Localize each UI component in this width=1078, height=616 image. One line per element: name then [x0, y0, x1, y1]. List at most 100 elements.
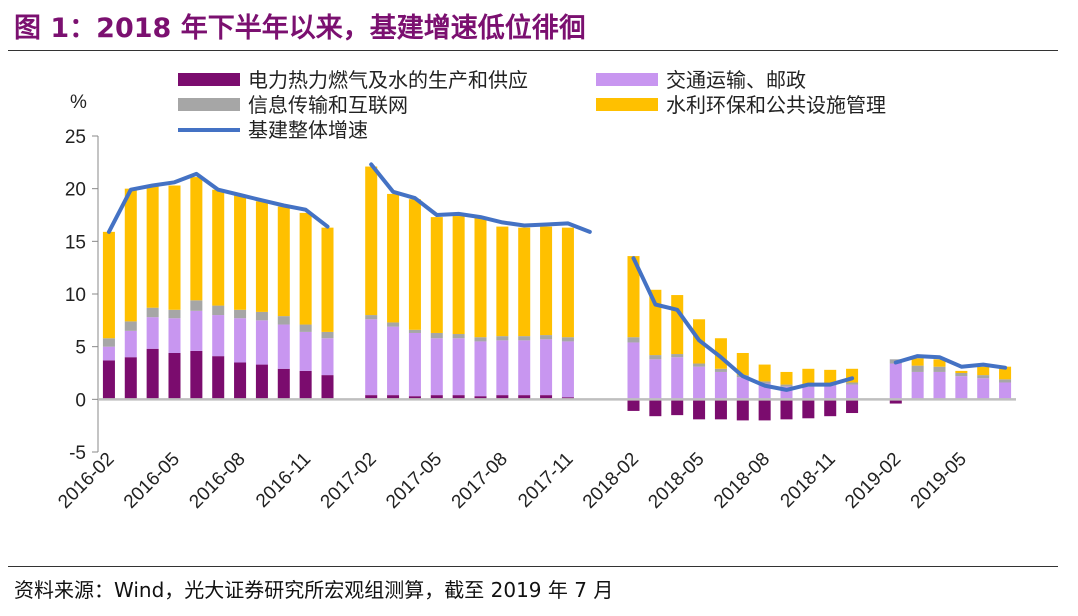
- y-tick-label: 25: [65, 127, 86, 148]
- bar-2019-06-s1: [977, 378, 990, 400]
- bar-2018-06-s2: [714, 368, 727, 372]
- bar-2016-03-s0: [124, 357, 137, 400]
- bar-2017-08-s3: [496, 226, 509, 337]
- bar-2017-07-s2: [474, 337, 487, 342]
- bar-2016-02-s0: [102, 360, 115, 400]
- y-tick-label: 10: [65, 285, 86, 306]
- line-series: [106, 162, 1008, 392]
- bar-2018-06-s0: [714, 399, 727, 420]
- bar-2016-10-s0: [277, 368, 290, 400]
- x-tick-label: 2017-11: [514, 449, 577, 512]
- bar-2018-04-s1: [671, 357, 684, 400]
- bar-2018-12-s2: [846, 382, 859, 385]
- x-tick-label: 2019-05: [907, 449, 971, 513]
- bar-2019-02-s1: [889, 363, 902, 400]
- bar-2019-07-s3: [999, 366, 1012, 380]
- bar-2019-06-s2: [977, 375, 990, 379]
- y-tick-label: 20: [65, 180, 86, 201]
- bar-2018-05-s1: [693, 366, 706, 400]
- bar-2018-05-s2: [693, 363, 706, 367]
- bar-2017-05-s1: [430, 338, 443, 396]
- bar-2019-04-s1: [933, 371, 946, 400]
- bar-2016-02-s2: [102, 338, 115, 347]
- legend-item-4: 水利环保和公共设施管理: [596, 93, 886, 117]
- y-tick-label: 5: [75, 338, 86, 359]
- top-rule: [8, 50, 1058, 51]
- chart-title: 图 1：2018 年下半年以来，基建增速低位徘徊: [14, 13, 586, 44]
- bar-2016-06-s1: [190, 310, 203, 351]
- bar-2017-09-s3: [518, 227, 531, 337]
- bar-2019-07-s2: [999, 379, 1012, 383]
- bar-2017-06-s1: [452, 338, 465, 396]
- bar-2017-07-s3: [474, 217, 487, 338]
- bar-2019-06-s3: [977, 366, 990, 376]
- legend-label: 信息传输和互联网: [248, 93, 408, 117]
- bar-2017-07-s0: [474, 396, 487, 400]
- bar-2016-09-s2: [255, 311, 268, 321]
- bar-2016-04-s3: [146, 186, 159, 308]
- x-tick-label: 2018-08: [710, 449, 774, 513]
- bar-2016-11-s2: [299, 324, 312, 332]
- bar-2018-11-s3: [824, 369, 837, 384]
- bar-2018-08-s2: [758, 381, 771, 384]
- bar-2016-11-s3: [299, 212, 312, 325]
- legend-label: 交通运输、邮政: [666, 68, 806, 92]
- bar-2018-10-s0: [802, 399, 815, 419]
- bar-2019-03-s2: [911, 365, 924, 372]
- bar-2019-02-s0: [889, 399, 902, 404]
- bar-2018-07-s1: [736, 377, 749, 400]
- bar-2017-05-s0: [430, 395, 443, 400]
- legend-item-3: 交通运输、邮政: [596, 68, 806, 92]
- bar-2018-04-s0: [671, 399, 684, 416]
- bar-2016-08-s3: [234, 194, 247, 310]
- bar-2017-09-s2: [518, 336, 531, 341]
- bar-2017-05-s3: [430, 217, 443, 333]
- bar-2018-02-s3: [627, 256, 640, 338]
- bar-2018-03-s2: [649, 355, 662, 360]
- bar-2016-12-s3: [321, 227, 334, 332]
- bar-2017-03-s1: [387, 326, 400, 396]
- bar-2017-02-s2: [365, 315, 378, 320]
- bar-2016-08-s1: [234, 318, 247, 363]
- bar-2017-04-s0: [408, 396, 421, 400]
- bar-2016-07-s0: [212, 356, 225, 400]
- bar-2016-03-s1: [124, 330, 137, 358]
- bar-2016-10-s2: [277, 316, 290, 325]
- x-tick-label: 2017-05: [382, 449, 446, 513]
- y-tick-label: 15: [65, 232, 86, 253]
- y-tick-label: -5: [69, 443, 86, 464]
- bar-2017-02-s0: [365, 395, 378, 400]
- bar-2017-07-s1: [474, 341, 487, 397]
- bar-2018-04-s3: [671, 295, 684, 355]
- y-tick-label: 0: [75, 390, 86, 411]
- bar-2016-09-s3: [255, 201, 268, 312]
- bar-2016-05-s3: [168, 185, 181, 310]
- bar-2016-03-s2: [124, 321, 137, 331]
- bar-2016-06-s2: [190, 300, 203, 311]
- legend-swatch: [178, 98, 240, 111]
- bar-2017-04-s1: [408, 332, 421, 397]
- bar-2016-12-s0: [321, 375, 334, 400]
- bar-2018-05-s0: [693, 399, 706, 420]
- bar-2016-07-s2: [212, 305, 225, 316]
- legend-swatch: [178, 73, 240, 86]
- bar-2016-12-s2: [321, 331, 334, 339]
- source-note: 资料来源：Wind，光大证券研究所宏观组测算，截至 2019 年 7 月: [14, 578, 614, 602]
- bar-2018-03-s1: [649, 359, 662, 400]
- legend-label: 基建整体增速: [248, 118, 368, 142]
- bar-2019-07-s1: [999, 382, 1012, 400]
- bar-2016-07-s3: [212, 189, 225, 306]
- bar-2017-03-s2: [387, 322, 400, 327]
- x-tick-label: 2018-02: [579, 449, 643, 513]
- bar-2017-06-s3: [452, 216, 465, 335]
- legend-item-1: 信息传输和互联网: [178, 93, 408, 117]
- bar-2016-05-s0: [168, 352, 181, 400]
- bar-2017-04-s3: [408, 199, 421, 330]
- bar-2016-04-s2: [146, 307, 159, 318]
- bar-2017-08-s1: [496, 340, 509, 396]
- bar-2016-06-s0: [190, 350, 203, 400]
- bar-2018-02-s1: [627, 342, 640, 400]
- x-axis: 2016-02 2016-05 2016-08 2016-11 2017-02 2017-…: [54, 449, 971, 513]
